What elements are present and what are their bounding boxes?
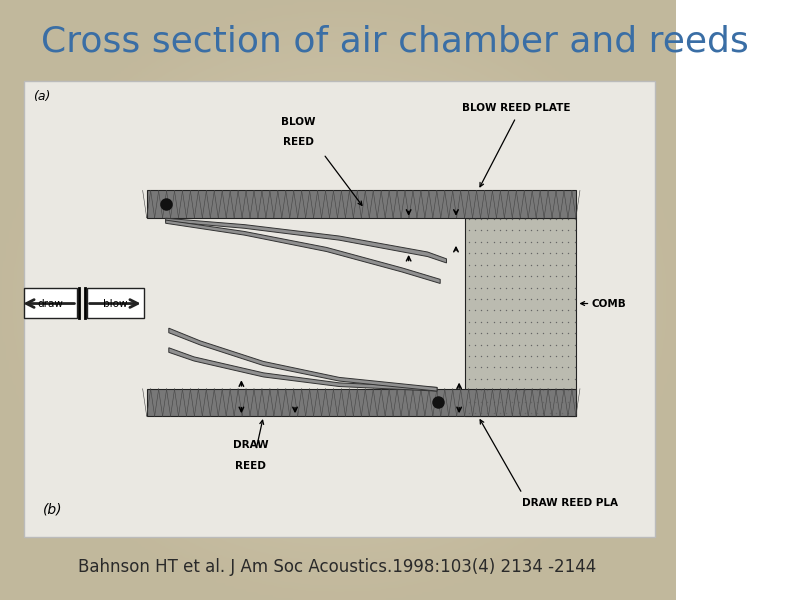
Bar [466,218,576,416]
Text: (b): (b) [42,503,62,517]
Polygon shape [166,218,446,263]
Text: REED: REED [235,461,266,471]
Text: BLOW REED PLATE: BLOW REED PLATE [462,103,570,113]
Text: Cross section of air chamber and reeds: Cross section of air chamber and reeds [41,25,748,59]
Text: COMB: COMB [592,299,626,308]
Text: REED: REED [282,137,314,147]
Polygon shape [169,348,437,391]
Bar [86,289,143,318]
Text: DRAW REED PLA: DRAW REED PLA [522,498,618,508]
Text: blow: blow [103,299,127,308]
Text: BLOW: BLOW [281,116,315,127]
Bar [146,389,576,416]
Polygon shape [169,328,437,391]
Bar [146,190,576,218]
Text: draw: draw [37,299,63,308]
Bar [24,81,654,537]
Bar [24,289,78,318]
Text: (a): (a) [33,91,50,103]
Text: Bahnson HT et al. J Am Soc Acoustics.1998:103(4) 2134 -2144: Bahnson HT et al. J Am Soc Acoustics.199… [78,558,597,576]
Text: DRAW: DRAW [233,440,269,451]
Polygon shape [166,220,440,283]
